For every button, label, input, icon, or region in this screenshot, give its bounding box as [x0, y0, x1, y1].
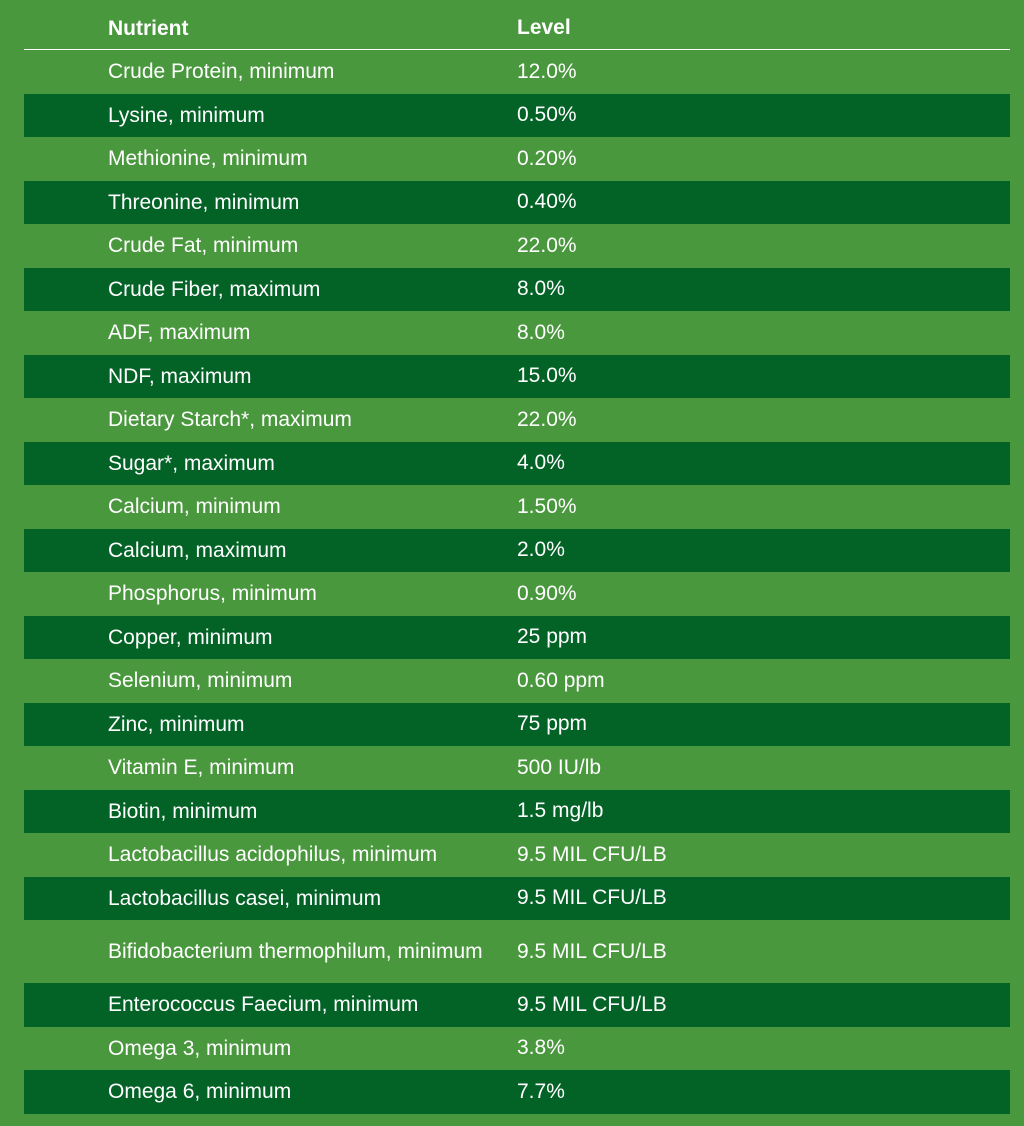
level-cell: 3.8% — [517, 1036, 565, 1060]
table-header: Nutrient Level — [24, 7, 1010, 50]
level-cell: 22.0% — [517, 407, 577, 431]
nutrient-cell: Calcium, minimum — [108, 495, 281, 519]
level-cell: 0.20% — [517, 146, 577, 170]
table-row: Copper, minimum 25 ppm — [24, 615, 1010, 659]
level-cell: 1.5 mg/lb — [517, 799, 604, 823]
nutrient-cell: Calcium, maximum — [108, 538, 287, 562]
table-row: Bifidobacterium thermophilum, minimum 9.5… — [24, 920, 1010, 983]
level-cell: 15.0% — [517, 364, 577, 388]
nutrient-cell: Phosphorus, minimum — [108, 582, 317, 606]
nutrient-table: Nutrient Level Crude Protein, minimum 12.… — [24, 7, 1010, 1114]
table-row: Crude Fiber, maximum 8.0% — [24, 267, 1010, 311]
header-nutrient: Nutrient — [108, 16, 189, 40]
table-row: Selenium, minimum 0.60 ppm — [24, 659, 1010, 703]
level-cell: 8.0% — [517, 320, 565, 344]
table-row: NDF, maximum 15.0% — [24, 354, 1010, 398]
table-row: Omega 3, minimum 3.8% — [24, 1027, 1010, 1071]
nutrient-cell: Biotin, minimum — [108, 799, 258, 823]
table-row: ADF, maximum 8.0% — [24, 311, 1010, 355]
table-row: Crude Protein, minimum 12.0% — [24, 50, 1010, 94]
header-level: Level — [517, 16, 571, 39]
nutrient-cell: Crude Fiber, maximum — [108, 277, 321, 301]
table-row: Phosphorus, minimum 0.90% — [24, 572, 1010, 616]
table-row: Lactobacillus acidophilus, minimum 9.5 MI… — [24, 833, 1010, 877]
table-row: Threonine, minimum 0.40% — [24, 180, 1010, 224]
table-row: Calcium, maximum 2.0% — [24, 528, 1010, 572]
nutrient-cell: Crude Protein, minimum — [108, 60, 335, 84]
nutrient-cell: Copper, minimum — [108, 625, 273, 649]
level-cell: 75 ppm — [517, 712, 588, 736]
level-cell: 4.0% — [517, 451, 565, 475]
table-row: Calcium, minimum 1.50% — [24, 485, 1010, 529]
level-cell: 0.60 ppm — [517, 668, 605, 692]
nutrient-cell: Omega 3, minimum — [108, 1036, 292, 1060]
level-cell: 8.0% — [517, 277, 565, 301]
nutrient-cell: NDF, maximum — [108, 364, 252, 388]
table-row: Methionine, minimum 0.20% — [24, 137, 1010, 181]
level-cell: 25 ppm — [517, 625, 588, 649]
nutrient-cell: Vitamin E, minimum — [108, 756, 295, 780]
level-cell: 9.5 MIL CFU/LB — [517, 939, 667, 963]
table-row: Omega 6, minimum 7.7% — [24, 1070, 1010, 1114]
nutrient-cell: Sugar*, maximum — [108, 451, 275, 475]
table-row: Biotin, minimum 1.5 mg/lb — [24, 789, 1010, 833]
nutrient-cell: Omega 6, minimum — [108, 1080, 292, 1104]
table-row: Dietary Starch*, maximum 22.0% — [24, 398, 1010, 442]
level-cell: 500 IU/lb — [517, 755, 602, 779]
nutrient-cell: Selenium, minimum — [108, 669, 293, 693]
level-cell: 9.5 MIL CFU/LB — [517, 992, 667, 1016]
table-row: Zinc, minimum 75 ppm — [24, 702, 1010, 746]
level-cell: 2.0% — [517, 538, 565, 562]
level-cell: 0.40% — [517, 190, 577, 214]
table-row: Sugar*, maximum 4.0% — [24, 441, 1010, 485]
nutrient-cell: Lactobacillus casei, minimum — [108, 886, 382, 910]
table-row: Crude Fat, minimum 22.0% — [24, 224, 1010, 268]
nutrient-cell: Lysine, minimum — [108, 103, 265, 127]
table-row: Enterococcus Faecium, minimum 9.5 MIL CFU… — [24, 983, 1010, 1027]
table-body: Crude Protein, minimum 12.0% Lysine, minim… — [24, 50, 1010, 1114]
nutrient-cell: ADF, maximum — [108, 321, 251, 345]
nutrient-cell: Crude Fat, minimum — [108, 234, 299, 258]
table-row: Lysine, minimum 0.50% — [24, 93, 1010, 137]
level-cell: 9.5 MIL CFU/LB — [517, 886, 667, 910]
nutrient-cell: Zinc, minimum — [108, 712, 245, 736]
nutrient-cell: Dietary Starch*, maximum — [108, 408, 352, 432]
level-cell: 0.50% — [517, 103, 577, 127]
nutrient-cell: Bifidobacterium thermophilum, minimum — [108, 940, 483, 963]
level-cell: 9.5 MIL CFU/LB — [517, 842, 667, 866]
level-cell: 12.0% — [517, 59, 577, 83]
table-row: Lactobacillus casei, minimum 9.5 MIL CFU/… — [24, 876, 1010, 920]
nutrient-cell: Threonine, minimum — [108, 190, 300, 214]
table-row: Vitamin E, minimum 500 IU/lb — [24, 746, 1010, 790]
level-cell: 0.90% — [517, 581, 577, 605]
nutrient-cell: Enterococcus Faecium, minimum — [108, 993, 419, 1017]
nutrient-cell: Lactobacillus acidophilus, minimum — [108, 843, 438, 867]
level-cell: 22.0% — [517, 233, 577, 257]
nutrient-cell: Methionine, minimum — [108, 147, 308, 171]
level-cell: 1.50% — [517, 494, 577, 518]
level-cell: 7.7% — [517, 1079, 565, 1103]
